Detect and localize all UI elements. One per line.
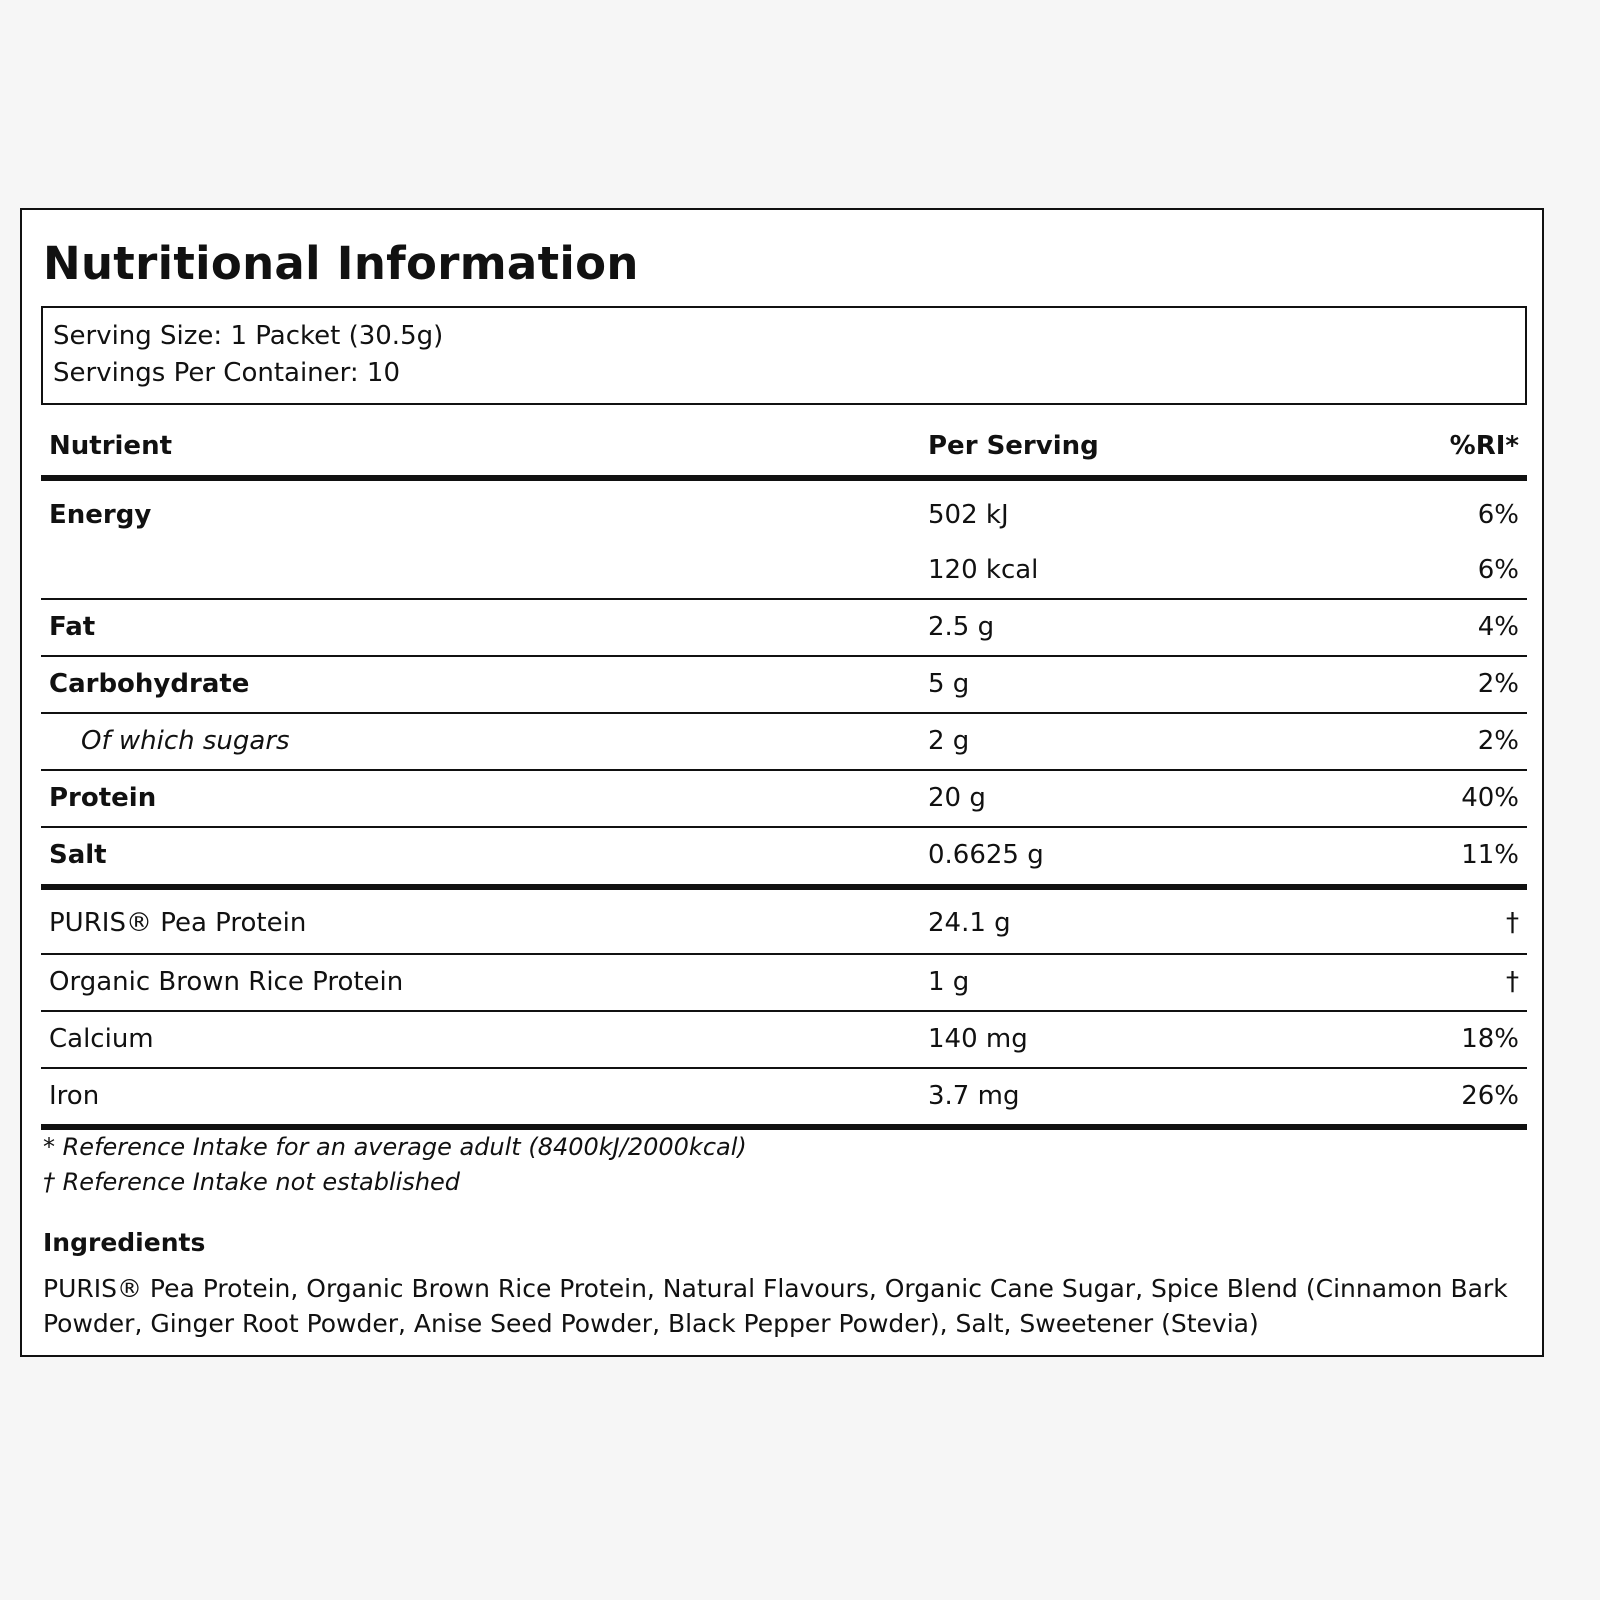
nutrient-ri: † — [1506, 967, 1519, 997]
nutrient-value: 5 g — [928, 669, 970, 699]
header-nutrient: Nutrient — [49, 431, 173, 461]
nutrient-value: 3.7 mg — [928, 1081, 1020, 1111]
nutrient-name: Calcium — [49, 1024, 154, 1054]
header-ri: %RI* — [1449, 431, 1519, 461]
nutrient-value: 24.1 g — [928, 908, 1011, 938]
nutrient-ri: 26% — [1461, 1081, 1519, 1111]
nutrient-name: Of which sugars — [81, 726, 290, 756]
nutrient-name: Protein — [49, 783, 157, 813]
servings-per-container: Servings Per Container: 10 — [53, 358, 401, 388]
energy-kcal-value: 120 kcal — [928, 555, 1039, 585]
table-row-brown-rice-protein: Organic Brown Rice Protein 1 g † — [41, 955, 1527, 1012]
nutrient-table: Nutrient Per Serving %RI* Energy 502 kJ … — [41, 422, 1527, 1130]
table-row-sugars: Of which sugars 2 g 2% — [41, 714, 1527, 771]
nutrient-name-energy: Energy — [49, 500, 152, 530]
energy-kj-ri: 6% — [1477, 500, 1519, 530]
header-per-serving: Per Serving — [928, 431, 1099, 461]
table-row-salt: Salt 0.6625 g 11% — [41, 828, 1527, 890]
nutrient-ri: 18% — [1461, 1024, 1519, 1054]
table-row-pea-protein: PURIS® Pea Protein 24.1 g † — [41, 890, 1527, 955]
table-header-row: Nutrient Per Serving %RI* — [41, 422, 1527, 481]
table-row-fat: Fat 2.5 g 4% — [41, 600, 1527, 657]
table-row-protein: Protein 20 g 40% — [41, 771, 1527, 828]
footnotes: * Reference Intake for an average adult … — [43, 1130, 747, 1200]
energy-kj-value: 502 kJ — [928, 500, 1009, 530]
nutrient-value: 2 g — [928, 726, 970, 756]
nutrient-name: Carbohydrate — [49, 669, 250, 699]
table-row-iron: Iron 3.7 mg 26% — [41, 1069, 1527, 1130]
dagger-footnote: † Reference Intake not established — [43, 1168, 461, 1196]
nutrient-value: 2.5 g — [928, 612, 995, 642]
table-row-energy: Energy 502 kJ 6% 120 kcal 6% — [41, 481, 1527, 600]
nutrient-ri: 2% — [1477, 726, 1519, 756]
nutrient-name: PURIS® Pea Protein — [49, 908, 307, 938]
nutrient-name: Salt — [49, 840, 107, 870]
label-title: Nutritional Information — [43, 237, 639, 290]
nutrient-value: 1 g — [928, 967, 970, 997]
energy-kcal-ri: 6% — [1477, 555, 1519, 585]
nutrient-value: 20 g — [928, 783, 986, 813]
nutrient-name: Organic Brown Rice Protein — [49, 967, 404, 997]
serving-size: Serving Size: 1 Packet (30.5g) — [53, 321, 444, 351]
nutrient-ri: 11% — [1461, 840, 1519, 870]
nutrition-label: Nutritional Information Serving Size: 1 … — [20, 208, 1544, 1357]
ingredients-list: PURIS® Pea Protein, Organic Brown Rice P… — [43, 1274, 1508, 1338]
table-row-calcium: Calcium 140 mg 18% — [41, 1012, 1527, 1069]
ingredients-heading: Ingredients — [43, 1228, 206, 1257]
nutrient-ri: † — [1506, 908, 1519, 938]
nutrient-value: 0.6625 g — [928, 840, 1044, 870]
table-row-carbohydrate: Carbohydrate 5 g 2% — [41, 657, 1527, 714]
nutrient-value: 140 mg — [928, 1024, 1028, 1054]
nutrient-name: Iron — [49, 1081, 100, 1111]
nutrient-name: Fat — [49, 612, 96, 642]
nutrient-ri: 40% — [1461, 783, 1519, 813]
ri-footnote: * Reference Intake for an average adult … — [43, 1133, 747, 1161]
nutrient-ri: 2% — [1477, 669, 1519, 699]
serving-info-box: Serving Size: 1 Packet (30.5g) Servings … — [41, 306, 1527, 405]
nutrient-ri: 4% — [1477, 612, 1519, 642]
